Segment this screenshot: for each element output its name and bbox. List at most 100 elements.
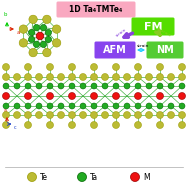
Circle shape bbox=[112, 112, 120, 119]
Circle shape bbox=[43, 15, 51, 24]
Circle shape bbox=[36, 112, 42, 119]
Circle shape bbox=[45, 29, 52, 36]
Circle shape bbox=[52, 39, 61, 47]
Circle shape bbox=[77, 173, 86, 181]
Circle shape bbox=[146, 83, 152, 89]
Circle shape bbox=[178, 64, 186, 70]
Circle shape bbox=[19, 25, 28, 33]
Circle shape bbox=[47, 83, 53, 89]
Circle shape bbox=[179, 103, 185, 109]
Circle shape bbox=[29, 15, 37, 24]
Circle shape bbox=[69, 83, 75, 89]
Circle shape bbox=[25, 103, 31, 109]
Circle shape bbox=[102, 74, 108, 81]
Circle shape bbox=[36, 74, 42, 81]
Text: Ta: Ta bbox=[90, 173, 98, 181]
Circle shape bbox=[134, 92, 142, 99]
Circle shape bbox=[29, 48, 37, 57]
Circle shape bbox=[80, 103, 86, 109]
Text: FM: FM bbox=[144, 22, 162, 32]
Circle shape bbox=[90, 92, 98, 99]
Circle shape bbox=[146, 74, 152, 81]
Circle shape bbox=[91, 83, 97, 89]
Circle shape bbox=[112, 92, 120, 99]
Circle shape bbox=[40, 41, 47, 47]
Circle shape bbox=[24, 92, 32, 99]
Circle shape bbox=[40, 25, 47, 31]
Circle shape bbox=[90, 122, 98, 129]
FancyBboxPatch shape bbox=[146, 42, 183, 59]
Circle shape bbox=[52, 25, 61, 33]
Circle shape bbox=[112, 122, 120, 129]
Circle shape bbox=[14, 83, 20, 89]
Circle shape bbox=[124, 83, 130, 89]
Circle shape bbox=[156, 64, 164, 70]
Circle shape bbox=[156, 74, 164, 81]
Circle shape bbox=[58, 103, 64, 109]
Circle shape bbox=[68, 122, 76, 129]
Circle shape bbox=[135, 83, 141, 89]
Circle shape bbox=[102, 103, 108, 109]
Circle shape bbox=[178, 122, 186, 129]
Circle shape bbox=[25, 83, 31, 89]
Circle shape bbox=[2, 64, 10, 70]
Circle shape bbox=[29, 36, 35, 43]
Circle shape bbox=[33, 25, 40, 31]
Circle shape bbox=[130, 173, 139, 181]
Circle shape bbox=[90, 112, 98, 119]
Circle shape bbox=[2, 74, 10, 81]
Circle shape bbox=[135, 103, 141, 109]
Circle shape bbox=[14, 103, 20, 109]
Circle shape bbox=[134, 64, 142, 70]
Text: 1D Ta₄TMTe₄: 1D Ta₄TMTe₄ bbox=[69, 5, 123, 14]
Circle shape bbox=[24, 112, 32, 119]
Text: M: M bbox=[143, 173, 150, 181]
Circle shape bbox=[24, 122, 32, 129]
Circle shape bbox=[80, 112, 86, 119]
Circle shape bbox=[2, 112, 10, 119]
Circle shape bbox=[178, 74, 186, 81]
Circle shape bbox=[156, 112, 164, 119]
Circle shape bbox=[24, 64, 32, 70]
Circle shape bbox=[14, 74, 20, 81]
Circle shape bbox=[112, 64, 120, 70]
Circle shape bbox=[58, 112, 64, 119]
Text: a: a bbox=[4, 108, 7, 113]
Text: strain: strain bbox=[160, 28, 172, 38]
Circle shape bbox=[3, 83, 9, 89]
Circle shape bbox=[124, 112, 130, 119]
Circle shape bbox=[80, 83, 86, 89]
Circle shape bbox=[2, 92, 10, 99]
Text: a: a bbox=[17, 30, 20, 35]
Circle shape bbox=[124, 103, 130, 109]
Circle shape bbox=[102, 83, 108, 89]
Circle shape bbox=[113, 103, 119, 109]
Circle shape bbox=[112, 74, 120, 81]
Circle shape bbox=[134, 122, 142, 129]
Circle shape bbox=[68, 74, 76, 81]
Circle shape bbox=[47, 103, 53, 109]
Circle shape bbox=[90, 64, 98, 70]
Circle shape bbox=[46, 122, 54, 129]
Circle shape bbox=[146, 103, 152, 109]
FancyBboxPatch shape bbox=[131, 18, 174, 36]
Circle shape bbox=[69, 103, 75, 109]
Circle shape bbox=[168, 83, 174, 89]
Circle shape bbox=[168, 112, 174, 119]
Circle shape bbox=[46, 74, 54, 81]
Circle shape bbox=[124, 74, 130, 81]
Circle shape bbox=[68, 112, 76, 119]
Text: strain: strain bbox=[115, 28, 127, 38]
Circle shape bbox=[68, 92, 76, 99]
Circle shape bbox=[134, 112, 142, 119]
Circle shape bbox=[14, 112, 20, 119]
Circle shape bbox=[179, 83, 185, 89]
Text: b: b bbox=[4, 12, 7, 18]
FancyBboxPatch shape bbox=[57, 2, 136, 18]
Circle shape bbox=[36, 103, 42, 109]
Circle shape bbox=[156, 122, 164, 129]
Text: Te: Te bbox=[40, 173, 48, 181]
Circle shape bbox=[68, 64, 76, 70]
Circle shape bbox=[3, 103, 9, 109]
Circle shape bbox=[80, 74, 86, 81]
